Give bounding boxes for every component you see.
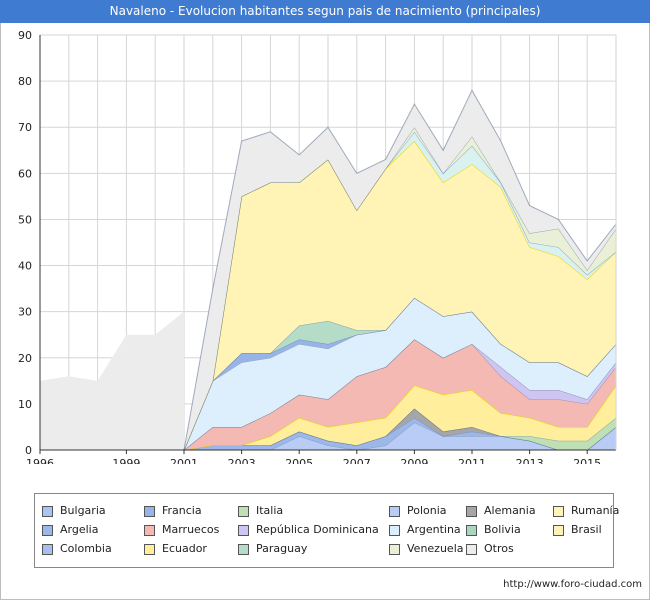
y-tick-label: 60 xyxy=(18,167,32,180)
y-tick-label: 20 xyxy=(18,352,32,365)
legend-label: Argelia xyxy=(60,523,99,536)
legend-label: Paraguay xyxy=(256,542,308,555)
legend-swatch xyxy=(553,506,564,517)
legend-label: Argentina xyxy=(407,523,461,536)
legend-swatch xyxy=(553,525,564,536)
legend-label: Marruecos xyxy=(162,523,220,536)
legend-label: Bolivia xyxy=(484,523,521,536)
legend-label: Ecuador xyxy=(162,542,207,555)
legend-swatch xyxy=(42,525,53,536)
area-edge-otros xyxy=(183,89,617,451)
area-polonia xyxy=(184,422,616,450)
y-tick-label: 40 xyxy=(18,260,32,273)
y-tick-label: 10 xyxy=(18,398,32,411)
area-paraguay xyxy=(184,297,616,450)
area-argentina xyxy=(184,297,616,450)
area-ecuador xyxy=(184,385,616,450)
area-marruecos xyxy=(184,339,616,450)
legend-swatch xyxy=(42,544,53,555)
x-tick-label: 2009 xyxy=(400,457,428,464)
legend-swatch xyxy=(466,544,477,555)
area-edge-italia xyxy=(183,407,617,451)
legend-label: Otros xyxy=(484,542,514,555)
x-tick-label: 2001 xyxy=(170,457,198,464)
y-tick-label: 0 xyxy=(25,444,32,457)
chart-legend: Bulgaria Francia Italia Polonia Alemania Ruma… xyxy=(34,493,619,568)
legend-swatch xyxy=(389,525,400,536)
x-tick-label: 1999 xyxy=(112,457,140,464)
area-argelia xyxy=(184,417,616,450)
y-tick-label: 70 xyxy=(18,121,32,134)
legend-swatch xyxy=(466,525,477,536)
x-tick-label: 2003 xyxy=(228,457,256,464)
x-tick-label: 2005 xyxy=(285,457,313,464)
legend-label: Brasil xyxy=(571,523,602,536)
area-otros-early xyxy=(40,311,184,450)
legend-label: Francia xyxy=(162,504,202,517)
legend-label: Rumanía xyxy=(571,504,620,517)
y-tick-label: 80 xyxy=(18,75,32,88)
legend-label: Colombia xyxy=(60,542,112,555)
x-tick-label: 2007 xyxy=(343,457,371,464)
area-otros xyxy=(184,90,616,450)
legend-swatch xyxy=(144,544,155,555)
x-tick-label: 1996 xyxy=(26,457,54,464)
chart-title: Navaleno - Evolucion habitantes segun pa… xyxy=(0,0,650,23)
y-tick-label: 30 xyxy=(18,306,32,319)
legend-swatch xyxy=(466,506,477,517)
legend-label: Italia xyxy=(256,504,284,517)
x-tick-label: 2011 xyxy=(458,457,486,464)
legend-swatch xyxy=(389,506,400,517)
legend-swatch xyxy=(238,525,249,536)
source-url: http://www.foro-ciudad.com xyxy=(503,579,642,590)
legend-label: República Dominicana xyxy=(256,523,379,536)
area-italia xyxy=(184,408,616,450)
legend-label: Bulgaria xyxy=(60,504,106,517)
area-chart: 0 10 20 30 40 50 60 70 80 90 1996 1999 2001 2003 2005 2… xyxy=(18,29,617,464)
legend-swatch xyxy=(144,506,155,517)
y-tick-label: 90 xyxy=(18,29,32,42)
x-tick-label: 2015 xyxy=(573,457,601,464)
legend-swatch xyxy=(144,525,155,536)
legend-label: Polonia xyxy=(407,504,447,517)
legend-swatch xyxy=(42,506,53,517)
area-republica-dominicana xyxy=(184,339,616,450)
y-tick-label: 50 xyxy=(18,213,32,226)
legend-label: Alemania xyxy=(484,504,536,517)
legend-swatch xyxy=(238,544,249,555)
x-tick-label: 2013 xyxy=(516,457,544,464)
legend-swatch xyxy=(238,506,249,517)
area-rumania xyxy=(184,141,616,451)
legend-swatch xyxy=(389,544,400,555)
legend-label: Venezuela xyxy=(407,542,464,555)
